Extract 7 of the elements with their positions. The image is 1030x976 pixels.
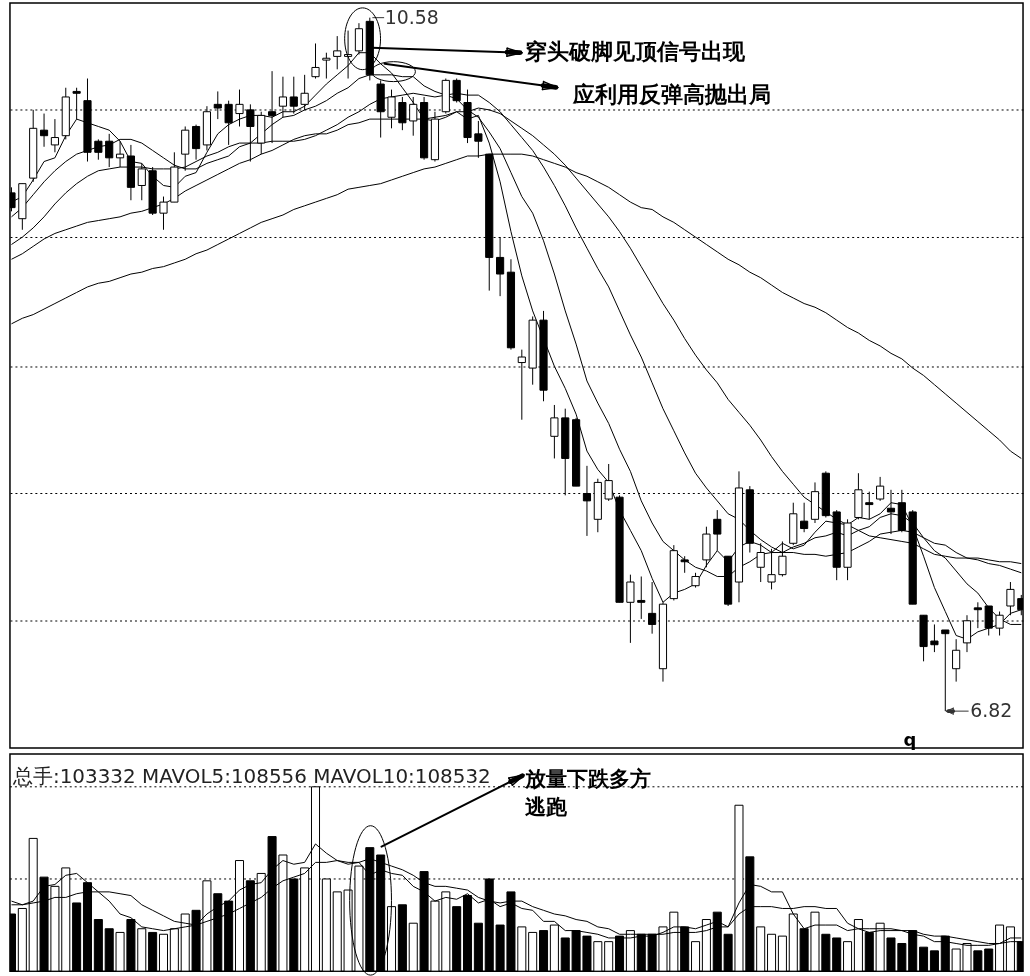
annotation: q xyxy=(903,729,917,751)
annotation: 总手:103332 MAVOL5:108556 MAVOL10:108532 xyxy=(11,764,491,788)
annotation: 10.58 xyxy=(384,5,439,28)
annotation: 放量下跌多方逃跑 xyxy=(523,766,651,819)
annotation: 应利用反弹高抛出局 xyxy=(571,81,771,107)
annotation: 穿头破脚见顶信号出现 xyxy=(524,38,746,64)
annotation: 6.82 xyxy=(970,699,1013,722)
